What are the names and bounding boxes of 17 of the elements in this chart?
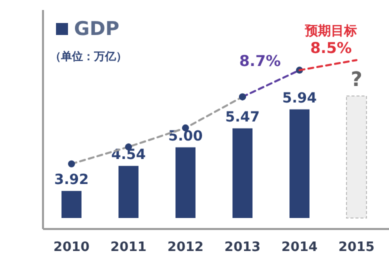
data-label: ? (350, 67, 362, 92)
x-tick-label: 2014 (281, 240, 318, 255)
x-tick-label: 2010 (53, 240, 90, 255)
annotation: 8.7% (239, 52, 281, 70)
x-tick-label: 2015 (338, 240, 375, 255)
annotation: 8.5% (310, 39, 352, 57)
data-label: 5.94 (282, 90, 318, 106)
legend: GDP (56, 18, 120, 40)
x-tick-label: 2013 (224, 240, 261, 255)
data-label: 5.00 (168, 128, 204, 144)
annotation: 预期目标 (304, 24, 357, 39)
legend-label: GDP (74, 18, 120, 40)
text: （单位：万亿） (50, 50, 127, 63)
x-tick-label: 2012 (167, 240, 204, 255)
x-tick-label: 2011 (110, 240, 147, 255)
data-label: 3.92 (54, 172, 89, 188)
data-label: 5.47 (225, 109, 260, 126)
